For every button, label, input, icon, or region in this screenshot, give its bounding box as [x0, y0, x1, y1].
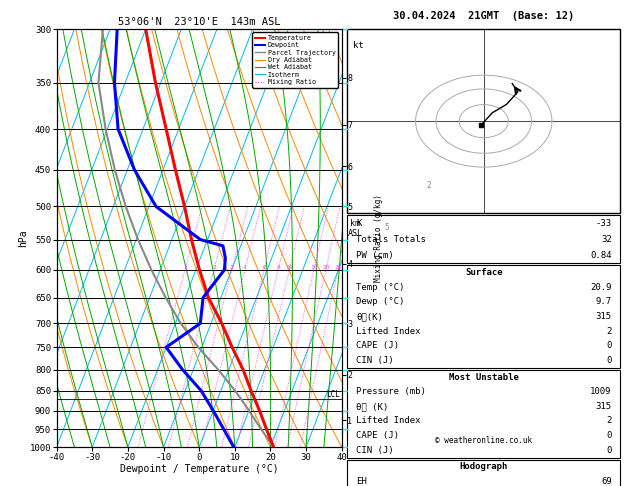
Text: © weatheronline.co.uk: © weatheronline.co.uk — [435, 436, 532, 445]
Text: CIN (J): CIN (J) — [356, 356, 394, 365]
Text: Totals Totals: Totals Totals — [356, 235, 426, 243]
Text: LCL: LCL — [326, 390, 340, 399]
Text: CAPE (J): CAPE (J) — [356, 341, 399, 350]
Text: 0: 0 — [606, 446, 611, 455]
Text: Lifted Index: Lifted Index — [356, 327, 420, 336]
Y-axis label: km
ASL: km ASL — [347, 219, 362, 238]
Text: 0: 0 — [606, 341, 611, 350]
Text: 1009: 1009 — [590, 387, 611, 396]
Text: K: K — [356, 219, 361, 227]
Text: PW (cm): PW (cm) — [356, 251, 394, 260]
Text: -33: -33 — [596, 219, 611, 227]
Text: kt: kt — [353, 41, 364, 51]
Text: θᴇ(K): θᴇ(K) — [356, 312, 383, 321]
Text: 4: 4 — [243, 265, 247, 270]
Text: Temp (°C): Temp (°C) — [356, 283, 404, 292]
Text: 32: 32 — [601, 235, 611, 243]
Text: 3: 3 — [230, 265, 233, 270]
Text: 10: 10 — [286, 265, 293, 270]
Text: 69: 69 — [601, 477, 611, 486]
Text: 8: 8 — [276, 265, 280, 270]
Title: 53°06'N  23°10'E  143m ASL: 53°06'N 23°10'E 143m ASL — [118, 17, 281, 27]
Text: 20: 20 — [322, 265, 330, 270]
Text: 0: 0 — [606, 431, 611, 440]
Text: 5: 5 — [384, 223, 389, 232]
Text: 1: 1 — [183, 265, 187, 270]
Text: Pressure (mb): Pressure (mb) — [356, 387, 426, 396]
Text: Surface: Surface — [465, 268, 503, 277]
Text: 0.84: 0.84 — [590, 251, 611, 260]
Text: EH: EH — [356, 477, 367, 486]
Text: Lifted Index: Lifted Index — [356, 417, 420, 426]
Text: 2: 2 — [427, 181, 431, 190]
Text: Most Unstable: Most Unstable — [449, 373, 519, 382]
Text: CIN (J): CIN (J) — [356, 446, 394, 455]
Text: Dewp (°C): Dewp (°C) — [356, 297, 404, 306]
Text: θᴇ (K): θᴇ (K) — [356, 402, 388, 411]
Text: 30.04.2024  21GMT  (Base: 12): 30.04.2024 21GMT (Base: 12) — [393, 11, 574, 21]
Text: 6: 6 — [262, 265, 266, 270]
Text: 2: 2 — [606, 327, 611, 336]
Text: 2: 2 — [606, 417, 611, 426]
Text: Hodograph: Hodograph — [460, 463, 508, 471]
Text: 0: 0 — [606, 356, 611, 365]
Text: 16: 16 — [310, 265, 318, 270]
Text: 25: 25 — [334, 265, 342, 270]
Text: 315: 315 — [596, 402, 611, 411]
Legend: Temperature, Dewpoint, Parcel Trajectory, Dry Adiabat, Wet Adiabat, Isotherm, Mi: Temperature, Dewpoint, Parcel Trajectory… — [252, 33, 338, 88]
Text: CAPE (J): CAPE (J) — [356, 431, 399, 440]
X-axis label: Dewpoint / Temperature (°C): Dewpoint / Temperature (°C) — [120, 465, 279, 474]
Y-axis label: hPa: hPa — [18, 229, 28, 247]
Text: 20.9: 20.9 — [590, 283, 611, 292]
Text: 2: 2 — [212, 265, 216, 270]
Text: 315: 315 — [596, 312, 611, 321]
Text: Mixing Ratio (g/kg): Mixing Ratio (g/kg) — [374, 194, 383, 282]
Text: 9.7: 9.7 — [596, 297, 611, 306]
